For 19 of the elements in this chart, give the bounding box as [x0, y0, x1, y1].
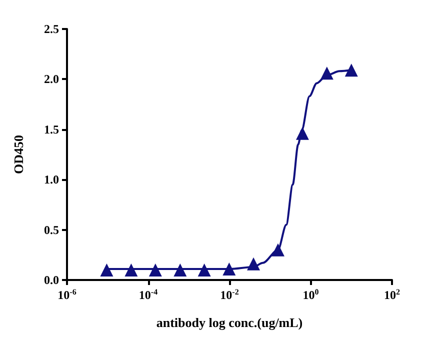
- point: [271, 243, 284, 256]
- y-tick-label: 2.5: [44, 22, 59, 36]
- point: [320, 66, 334, 80]
- point: [148, 263, 162, 276]
- point: [296, 126, 309, 140]
- point: [174, 263, 187, 276]
- y-tick-label: 1.0: [44, 172, 59, 187]
- point: [222, 262, 236, 276]
- point: [100, 263, 114, 276]
- y-tick-label: 0.0: [44, 273, 59, 287]
- y-axis-title: OD450: [11, 135, 26, 174]
- point: [247, 257, 260, 270]
- y-tick-label: 1.5: [44, 122, 59, 136]
- x-axis-title: antibody log conc.(ug/mL): [156, 315, 303, 330]
- y-tick-label: 0.5: [44, 222, 59, 237]
- point: [124, 263, 138, 276]
- y-tick-label: 2.0: [44, 72, 59, 86]
- point: [198, 263, 211, 276]
- point: [344, 64, 358, 77]
